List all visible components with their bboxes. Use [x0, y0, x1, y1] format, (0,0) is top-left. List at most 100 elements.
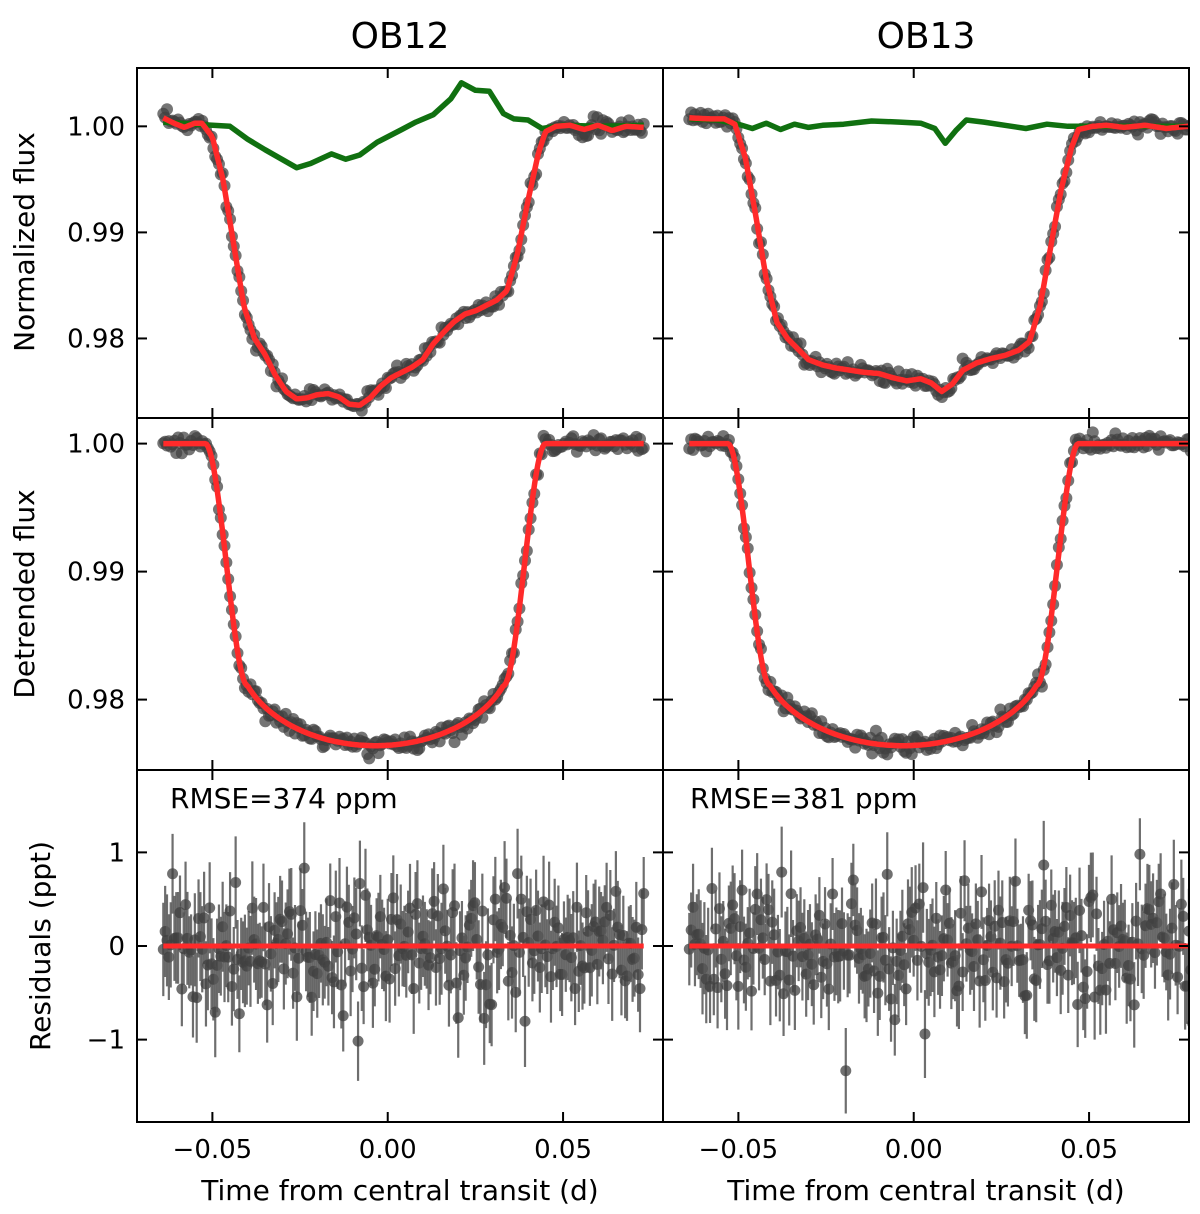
flux-point	[1184, 445, 1189, 457]
chart-marks: 0.98 0.99 1.00 0.98 0.99 1.00 −1 0 1 −0.05 0.00 0.0…	[67, 67, 1200, 1165]
xlabel-ob13: Time from central transit (d)	[726, 1174, 1124, 1207]
residual-point	[354, 878, 366, 890]
residual-point	[936, 950, 948, 962]
residual-point	[776, 866, 788, 878]
ylabel-detrended: Detrended flux	[8, 489, 41, 698]
flux-points-ob13-detrended	[683, 426, 1200, 761]
residual-point	[1130, 915, 1142, 927]
residual-point	[180, 899, 192, 911]
residual-points-ob12	[157, 822, 650, 1081]
residual-point	[919, 1028, 931, 1040]
flux-point	[363, 752, 376, 765]
residual-point	[847, 874, 859, 886]
residual-point	[209, 1006, 221, 1018]
flux-point	[1196, 430, 1200, 442]
residual-point	[840, 1065, 852, 1077]
panel-frame	[662, 417, 1190, 771]
residual-point	[870, 918, 882, 930]
residual-point	[499, 882, 511, 894]
residual-point	[1026, 919, 1038, 931]
model-line-ob12-normalized	[161, 115, 645, 408]
residual-point	[1081, 965, 1093, 977]
panel-ob12-detrended: 0.98 0.99 1.00	[67, 417, 664, 771]
residual-point	[836, 918, 848, 930]
residual-point	[486, 999, 498, 1011]
residual-point	[515, 893, 527, 905]
ytick-label: 1.00	[67, 430, 125, 460]
flux-point	[1190, 442, 1200, 454]
rmse-annotation-ob13: RMSE=381 ppm	[690, 782, 918, 815]
residual-point	[634, 983, 646, 995]
residual-point	[732, 980, 744, 992]
plot-area-ob13-detrended	[683, 426, 1200, 761]
residual-point	[167, 868, 179, 880]
flux-point	[1192, 125, 1200, 137]
residual-point	[580, 907, 592, 919]
residual-point	[1185, 964, 1189, 976]
residual-point	[808, 979, 820, 991]
residual-point	[1021, 989, 1033, 1001]
residual-point	[1058, 920, 1070, 932]
residual-point	[449, 900, 461, 912]
xtick-label: −0.05	[173, 1135, 253, 1165]
residual-point	[367, 977, 379, 989]
residual-point	[358, 981, 370, 993]
residual-point	[1106, 893, 1118, 905]
residual-point	[434, 953, 446, 965]
residual-point	[638, 887, 650, 899]
residual-point	[1181, 980, 1189, 992]
flux-point	[1188, 127, 1189, 133]
residual-point	[1009, 875, 1021, 887]
residual-point	[755, 914, 767, 926]
residual-point	[789, 984, 801, 996]
residual-point	[1168, 878, 1180, 890]
residual-point	[1134, 848, 1146, 860]
residual-point	[1172, 971, 1184, 983]
xlabel-ob12: Time from central transit (d)	[200, 1174, 598, 1207]
residual-point	[1189, 971, 1200, 982]
residual-point	[1091, 908, 1103, 920]
model-line-ob12-detrended	[162, 440, 645, 749]
flux-point	[1188, 438, 1189, 443]
residual-point	[408, 983, 420, 995]
residual-point	[478, 1012, 490, 1024]
residual-point	[452, 1012, 464, 1024]
xtick-label: 0.05	[1060, 1135, 1118, 1165]
residual-point	[191, 992, 203, 1004]
ytick-label: −1	[87, 1026, 125, 1056]
ytick-label: 1.00	[67, 112, 125, 142]
xtick-label: 0.05	[534, 1135, 592, 1165]
residual-point	[410, 908, 422, 920]
residual-point	[204, 902, 216, 914]
residual-point	[827, 888, 839, 900]
flux-point	[1192, 435, 1200, 447]
panel-ob12-normalized: 0.98 0.99 1.00	[67, 67, 664, 419]
residual-point	[917, 882, 929, 894]
panel-ob13-detrended	[662, 417, 1200, 771]
residual-point	[819, 918, 831, 930]
residual-point	[632, 969, 644, 981]
panel-ob12-residuals: −1 0 1 −0.05 0.00 0.05	[87, 769, 664, 1165]
residual-point	[1175, 898, 1187, 910]
flux-point	[448, 736, 461, 749]
residual-point	[766, 916, 778, 928]
flux-point	[161, 103, 174, 116]
residual-point	[226, 981, 238, 993]
residual-point	[473, 961, 485, 973]
xtick-label: 0.00	[359, 1135, 417, 1165]
residual-point	[298, 862, 310, 874]
residual-point	[1079, 993, 1091, 1005]
ytick-label: 0.98	[67, 324, 125, 354]
residual-point	[1072, 998, 1084, 1010]
residual-point	[930, 912, 942, 924]
residual-point	[345, 965, 357, 977]
flux-point	[1196, 123, 1200, 135]
residual-point	[1075, 930, 1087, 942]
rmse-annotation-ob12: RMSE=374 ppm	[170, 782, 398, 815]
residual-point	[384, 973, 396, 985]
residual-point	[785, 888, 797, 900]
xtick-label: −0.05	[699, 1135, 779, 1165]
residual-point	[761, 894, 773, 906]
residual-point	[352, 1035, 364, 1047]
